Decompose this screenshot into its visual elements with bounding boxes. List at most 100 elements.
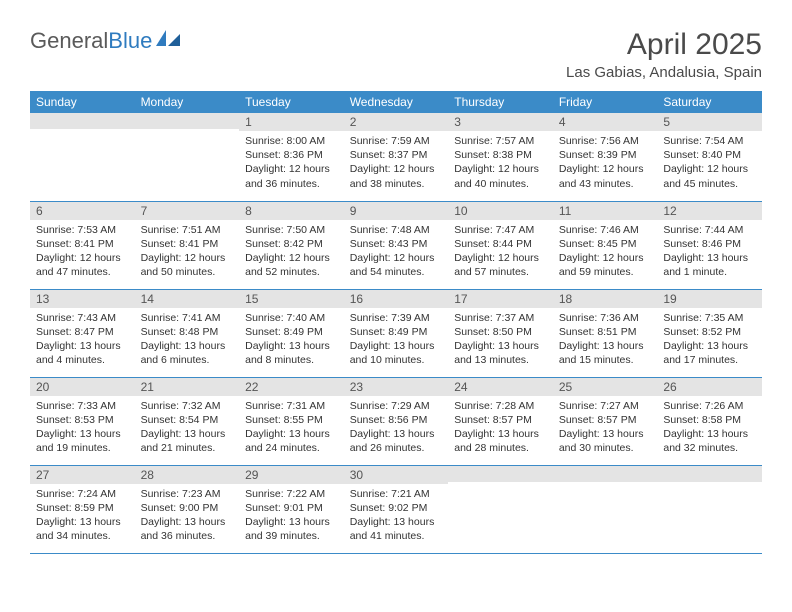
day-details: Sunrise: 7:50 AMSunset: 8:42 PMDaylight:… [239, 220, 344, 284]
calendar-cell: 29Sunrise: 7:22 AMSunset: 9:01 PMDayligh… [239, 465, 344, 553]
detail-line: Sunset: 8:41 PM [141, 237, 234, 251]
detail-line: Sunset: 8:40 PM [663, 148, 756, 162]
detail-line: Sunset: 8:57 PM [454, 413, 547, 427]
calendar-cell: 26Sunrise: 7:26 AMSunset: 8:58 PMDayligh… [657, 377, 762, 465]
detail-line: and 45 minutes. [663, 177, 756, 191]
detail-line: Sunrise: 7:23 AM [141, 487, 234, 501]
day-details: Sunrise: 7:48 AMSunset: 8:43 PMDaylight:… [344, 220, 449, 284]
detail-line: Daylight: 12 hours [454, 162, 547, 176]
detail-line: and 28 minutes. [454, 441, 547, 455]
detail-line: Daylight: 12 hours [36, 251, 129, 265]
day-number: 14 [135, 290, 240, 308]
detail-line: and 21 minutes. [141, 441, 234, 455]
detail-line: Sunrise: 7:59 AM [350, 134, 443, 148]
detail-line: Sunset: 8:46 PM [663, 237, 756, 251]
calendar-cell: 7Sunrise: 7:51 AMSunset: 8:41 PMDaylight… [135, 201, 240, 289]
calendar-cell: 12Sunrise: 7:44 AMSunset: 8:46 PMDayligh… [657, 201, 762, 289]
day-details: Sunrise: 7:56 AMSunset: 8:39 PMDaylight:… [553, 131, 658, 195]
calendar-cell: 9Sunrise: 7:48 AMSunset: 8:43 PMDaylight… [344, 201, 449, 289]
detail-line: Sunset: 9:02 PM [350, 501, 443, 515]
detail-line: Daylight: 12 hours [663, 162, 756, 176]
day-details: Sunrise: 7:36 AMSunset: 8:51 PMDaylight:… [553, 308, 658, 372]
day-number [657, 466, 762, 482]
day-details [448, 482, 553, 489]
detail-line: and 15 minutes. [559, 353, 652, 367]
detail-line: and 57 minutes. [454, 265, 547, 279]
calendar-cell [30, 113, 135, 201]
calendar-cell: 3Sunrise: 7:57 AMSunset: 8:38 PMDaylight… [448, 113, 553, 201]
detail-line: Sunset: 8:53 PM [36, 413, 129, 427]
day-number: 23 [344, 378, 449, 396]
detail-line: Sunset: 9:01 PM [245, 501, 338, 515]
day-header: Saturday [657, 91, 762, 113]
day-number: 24 [448, 378, 553, 396]
day-number: 11 [553, 202, 658, 220]
calendar-cell: 19Sunrise: 7:35 AMSunset: 8:52 PMDayligh… [657, 289, 762, 377]
detail-line: and 54 minutes. [350, 265, 443, 279]
calendar-cell: 25Sunrise: 7:27 AMSunset: 8:57 PMDayligh… [553, 377, 658, 465]
detail-line: Sunrise: 7:56 AM [559, 134, 652, 148]
calendar-cell: 23Sunrise: 7:29 AMSunset: 8:56 PMDayligh… [344, 377, 449, 465]
day-details: Sunrise: 7:37 AMSunset: 8:50 PMDaylight:… [448, 308, 553, 372]
detail-line: Sunset: 8:55 PM [245, 413, 338, 427]
detail-line: Daylight: 12 hours [245, 251, 338, 265]
calendar-week-row: 27Sunrise: 7:24 AMSunset: 8:59 PMDayligh… [30, 465, 762, 553]
calendar-cell: 8Sunrise: 7:50 AMSunset: 8:42 PMDaylight… [239, 201, 344, 289]
calendar-cell: 28Sunrise: 7:23 AMSunset: 9:00 PMDayligh… [135, 465, 240, 553]
detail-line: Sunrise: 7:57 AM [454, 134, 547, 148]
day-number [448, 466, 553, 482]
day-number: 29 [239, 466, 344, 484]
detail-line: and 17 minutes. [663, 353, 756, 367]
detail-line: Sunrise: 7:28 AM [454, 399, 547, 413]
calendar-week-row: 20Sunrise: 7:33 AMSunset: 8:53 PMDayligh… [30, 377, 762, 465]
day-details: Sunrise: 7:53 AMSunset: 8:41 PMDaylight:… [30, 220, 135, 284]
detail-line: Sunrise: 7:21 AM [350, 487, 443, 501]
day-number: 15 [239, 290, 344, 308]
calendar-cell: 22Sunrise: 7:31 AMSunset: 8:55 PMDayligh… [239, 377, 344, 465]
detail-line: and 59 minutes. [559, 265, 652, 279]
day-details: Sunrise: 7:59 AMSunset: 8:37 PMDaylight:… [344, 131, 449, 195]
calendar-cell [553, 465, 658, 553]
detail-line: Sunset: 8:50 PM [454, 325, 547, 339]
calendar-week-row: 1Sunrise: 8:00 AMSunset: 8:36 PMDaylight… [30, 113, 762, 201]
day-details [553, 482, 658, 489]
detail-line: Sunrise: 7:46 AM [559, 223, 652, 237]
detail-line: Sunrise: 7:40 AM [245, 311, 338, 325]
detail-line: and 19 minutes. [36, 441, 129, 455]
detail-line: Daylight: 12 hours [559, 162, 652, 176]
day-details: Sunrise: 7:33 AMSunset: 8:53 PMDaylight:… [30, 396, 135, 460]
detail-line: Sunrise: 7:50 AM [245, 223, 338, 237]
day-details: Sunrise: 7:29 AMSunset: 8:56 PMDaylight:… [344, 396, 449, 460]
detail-line: Sunrise: 7:27 AM [559, 399, 652, 413]
day-details: Sunrise: 7:22 AMSunset: 9:01 PMDaylight:… [239, 484, 344, 548]
month-title: April 2025 [566, 28, 762, 62]
detail-line: Sunset: 8:42 PM [245, 237, 338, 251]
detail-line: Sunrise: 7:41 AM [141, 311, 234, 325]
day-details: Sunrise: 8:00 AMSunset: 8:36 PMDaylight:… [239, 131, 344, 195]
sail-icon [156, 28, 182, 54]
day-details: Sunrise: 7:46 AMSunset: 8:45 PMDaylight:… [553, 220, 658, 284]
detail-line: and 8 minutes. [245, 353, 338, 367]
calendar-week-row: 6Sunrise: 7:53 AMSunset: 8:41 PMDaylight… [30, 201, 762, 289]
detail-line: Daylight: 12 hours [559, 251, 652, 265]
calendar-cell: 15Sunrise: 7:40 AMSunset: 8:49 PMDayligh… [239, 289, 344, 377]
day-header-row: Sunday Monday Tuesday Wednesday Thursday… [30, 91, 762, 113]
detail-line: Sunset: 8:58 PM [663, 413, 756, 427]
calendar-cell: 1Sunrise: 8:00 AMSunset: 8:36 PMDaylight… [239, 113, 344, 201]
detail-line: and 47 minutes. [36, 265, 129, 279]
calendar-cell: 20Sunrise: 7:33 AMSunset: 8:53 PMDayligh… [30, 377, 135, 465]
day-details: Sunrise: 7:54 AMSunset: 8:40 PMDaylight:… [657, 131, 762, 195]
detail-line: and 32 minutes. [663, 441, 756, 455]
detail-line: and 6 minutes. [141, 353, 234, 367]
calendar-body: 1Sunrise: 8:00 AMSunset: 8:36 PMDaylight… [30, 113, 762, 553]
calendar-week-row: 13Sunrise: 7:43 AMSunset: 8:47 PMDayligh… [30, 289, 762, 377]
calendar-thead: Sunday Monday Tuesday Wednesday Thursday… [30, 91, 762, 113]
title-block: April 2025 Las Gabias, Andalusia, Spain [566, 28, 762, 81]
day-number [553, 466, 658, 482]
detail-line: and 30 minutes. [559, 441, 652, 455]
detail-line: Sunset: 8:59 PM [36, 501, 129, 515]
day-number: 7 [135, 202, 240, 220]
detail-line: Sunset: 8:44 PM [454, 237, 547, 251]
detail-line: Sunrise: 7:24 AM [36, 487, 129, 501]
day-number: 8 [239, 202, 344, 220]
